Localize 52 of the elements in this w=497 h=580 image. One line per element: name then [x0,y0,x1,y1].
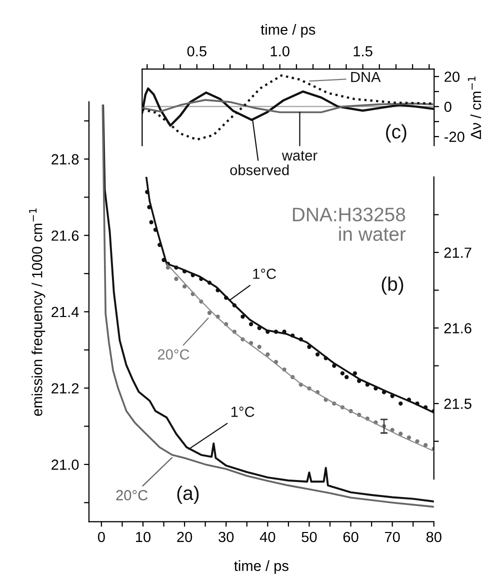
x-tick-label: 1.5 [354,46,372,56]
point [315,352,320,357]
point [266,352,270,357]
annotation: 20°C [116,490,148,500]
point [398,432,403,436]
x-tick-label: 70 [384,532,400,542]
annotation: water [282,151,318,161]
point [174,276,178,281]
y-tick-label: 21.6 [52,230,79,241]
x-tick-label: 20 [177,532,192,542]
annotation: 1°C [231,406,254,417]
point [344,375,349,380]
annotation: DNA [351,72,381,82]
y-tick-label: -20 [444,132,464,142]
y-tick-label: 21.2 [52,383,79,394]
annotation: (b) [382,276,404,295]
point [248,322,254,326]
x-tick-label: 40 [260,532,276,542]
x-axis-title: time / ps [234,560,288,574]
x-tick-label: 0 [98,532,105,542]
point [398,401,403,406]
point [406,435,412,440]
point [149,220,154,224]
y-tick-label: 21.8 [52,154,79,164]
y-tick-label: 0 [444,102,452,112]
y-tick-label: 21.5 [444,398,472,409]
annotation: DNA:H33258 in water [292,208,406,241]
line-series [142,99,434,114]
x-tick-label: 30 [218,532,234,542]
y-axis-title: emission frequency / 1000 cm$^{−1}$ [29,208,46,416]
x-axis-title: time / ps [260,24,316,38]
y-tick-label: 20 [444,72,460,82]
x-tick-label: 10 [136,532,151,542]
x-tick-label: 60 [343,532,358,542]
y-axis-title: Δν / cm$^{−1}$ [468,76,482,140]
point [340,371,345,376]
annotation: observed [230,164,289,176]
point [240,314,245,319]
y-tick-label: 21.4 [52,306,79,318]
annotation: (a) [177,486,199,504]
annotation: 1°C [253,268,276,279]
y-tick-label: 21.6 [444,323,472,334]
y-tick-label: 21.0 [52,460,79,470]
point [257,344,262,349]
point [207,310,212,315]
x-tick-label: 50 [302,532,317,542]
y-tick-label: 21.7 [444,248,472,258]
x-tick-label: 0.5 [187,46,206,56]
annotation: 20°C [158,349,190,360]
annotation: (c) [386,124,406,142]
x-tick-label: 1.0 [270,46,290,56]
x-tick-label: 80 [426,532,442,542]
